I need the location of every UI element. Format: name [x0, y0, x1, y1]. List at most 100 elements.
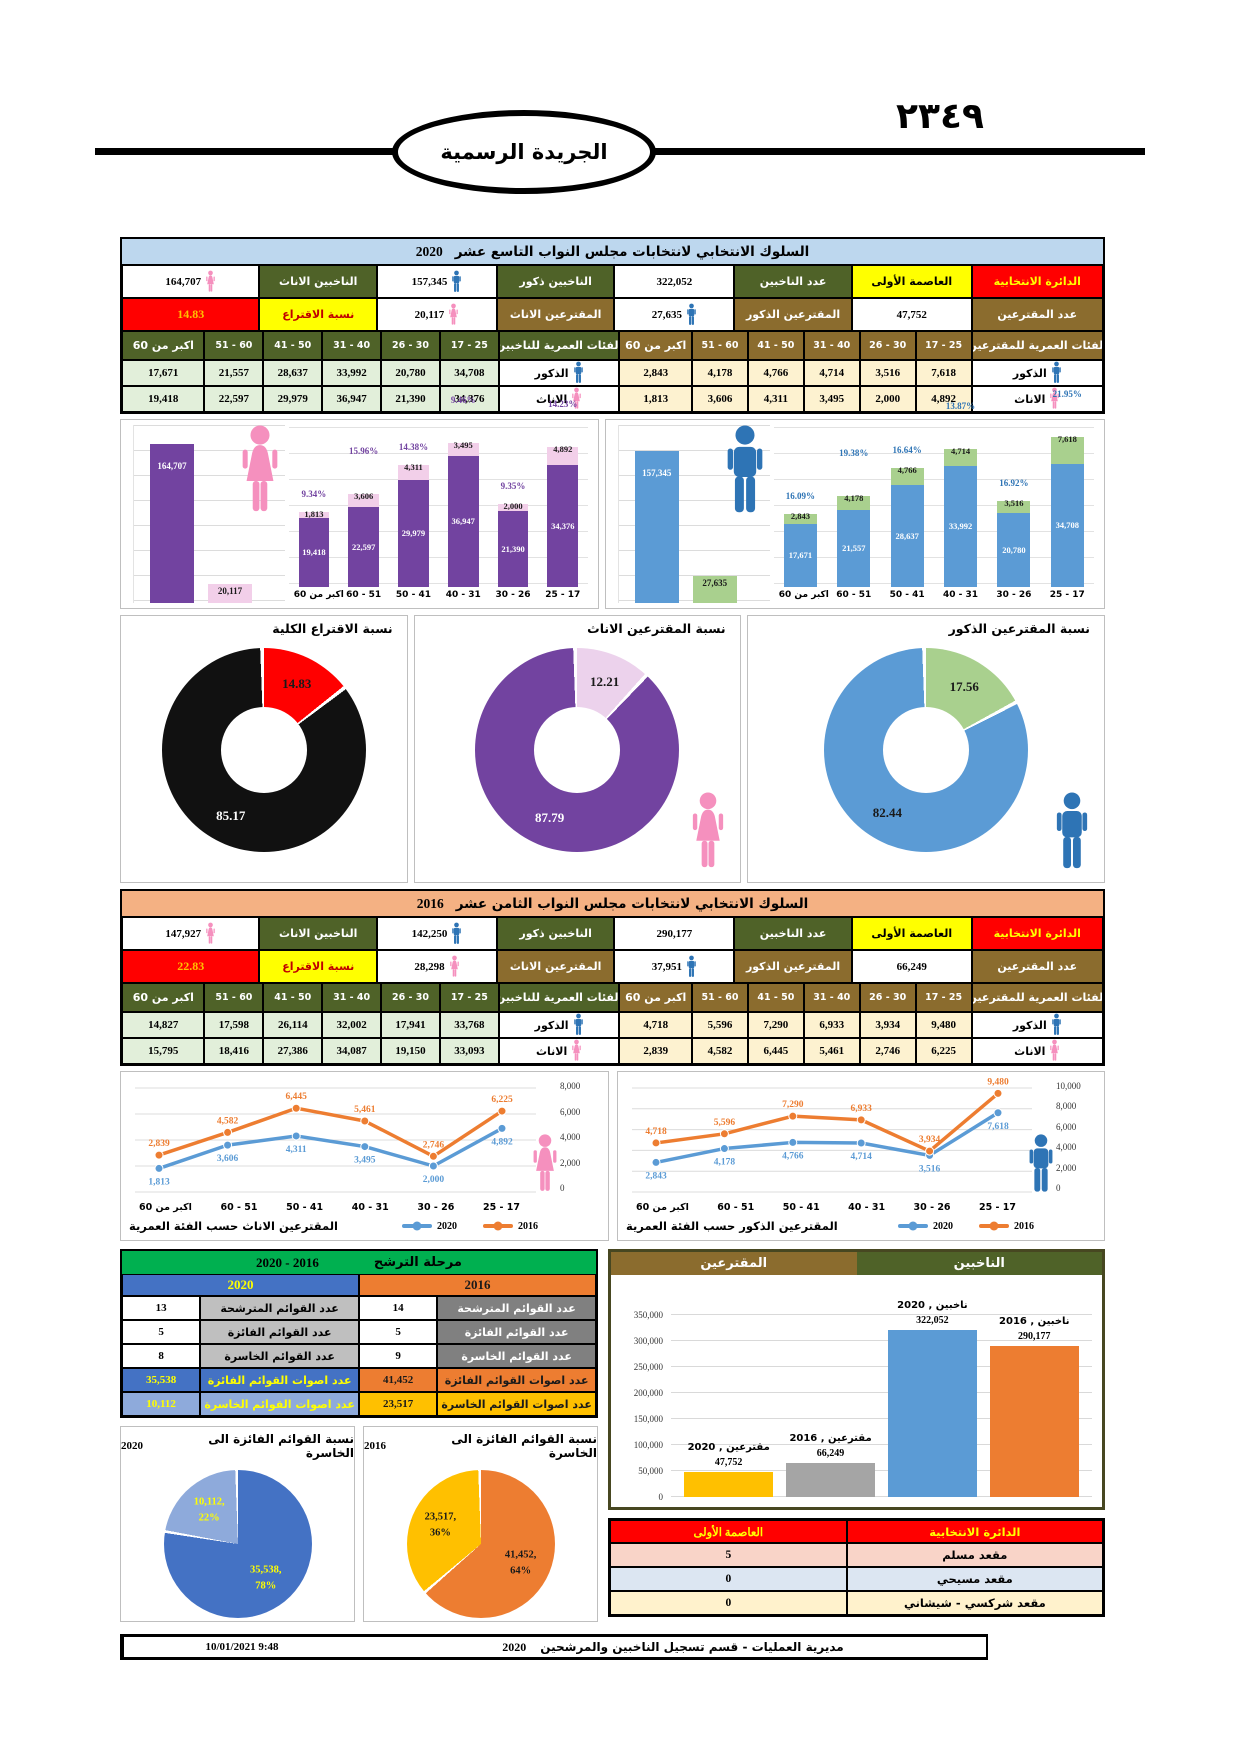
female-icon: [205, 270, 216, 294]
donut-hole: [882, 707, 969, 793]
female-turnout-donut: 12.21 87.79: [475, 648, 680, 852]
cell: 4,714: [803, 360, 860, 386]
turnout-value: 2,843: [790, 511, 810, 522]
y-axis-tick: 10,000: [1056, 1081, 1081, 1091]
age-header: 30 - 26: [859, 331, 916, 360]
y-axis-tick: 6,000: [560, 1106, 581, 1117]
turnout-value: 3,495: [453, 440, 473, 451]
line-chart-svg: 2,843 4,178 4,766 4,714 3,516 7,618 4,718 5,596…: [632, 1077, 1032, 1193]
percentage-label: 15.96%: [349, 445, 379, 456]
y-axis-tick: 0: [560, 1183, 565, 1193]
svg-text:6,225: 6,225: [491, 1095, 513, 1105]
turnout-segment: 4,714: [944, 446, 977, 467]
legend-item: 2016: [979, 1221, 1034, 1232]
seats-table: الدائرة الانتخابية العاصمة الأولى مقعد م…: [608, 1518, 1105, 1617]
stacked-bars: 9.34% 1,813 19,418 15.96% 3,606 22,597 14.38% 4…: [289, 395, 588, 587]
turnout-value: 4,714: [950, 446, 971, 457]
y-axis-tick: 0: [658, 1492, 664, 1502]
voters-value: 28,637: [895, 530, 919, 541]
masthead-oval: الجريدة الرسمية: [392, 110, 656, 194]
voters-segment: 34,708: [1050, 463, 1084, 587]
footer-year: 2020: [502, 1639, 527, 1654]
x-axis-label: 50 - 41: [782, 1202, 820, 1213]
total-bar: 27,635: [692, 576, 737, 603]
x-axis-label: 40 - 31: [942, 590, 979, 600]
rate-value: 14.83: [122, 298, 260, 331]
bar-value-label: 66,249: [816, 1447, 845, 1459]
chart-footer: المقترعين الاناث حسب الفئة العمرية 2020 …: [129, 1219, 544, 1233]
x-axis-label: 50 - 41: [889, 590, 925, 600]
bar-group: مقترعين , 2016 66,249: [786, 1315, 875, 1497]
turnout-ages-label: الفئات العمرية للمقترعين: [971, 983, 1103, 1012]
x-axis-label: 60 - 51: [717, 1202, 755, 1213]
stacked-bar-5: 21.95% 7,618 34,708: [1046, 389, 1089, 587]
svg-text:2,839: 2,839: [148, 1139, 170, 1149]
x-axis-labels: اكبر من 60 60 - 51 50 - 41 40 - 31 30 - 26 25…: [289, 587, 588, 603]
voters-turnout-chart: 0 50,000 100,000 150,000 200,000 250,000 300,0…: [615, 1283, 1096, 1502]
age-header: 30 - 26: [381, 331, 440, 360]
slice-label: 23,517, 36%: [424, 1511, 457, 1539]
cell: 17,941: [381, 1012, 440, 1038]
bar-value-label: 27,635: [702, 578, 728, 589]
district-value: العاصمة الأولى: [851, 917, 972, 950]
voters-value: 21,557: [842, 543, 866, 554]
slice-label: 12.21: [589, 673, 620, 689]
cell: 34,087: [322, 1038, 382, 1064]
percentage-label: 16.92%: [999, 477, 1029, 488]
x-axis-labels: اكبر من 60 60 - 51 50 - 41 40 - 31 30 - 26 25…: [129, 1202, 544, 1217]
turnout-segment: 3,495: [447, 440, 479, 456]
cell: 7,618: [915, 360, 972, 386]
pie-title: نسبة القوائم الفائزة الى الخاسرة: [451, 1432, 597, 1460]
bar: [888, 1329, 977, 1497]
percentage-label: 21.95%: [1052, 388, 1082, 399]
slice-label: 35,538, 78%: [250, 1564, 282, 1592]
percentage-label: 16.64%: [892, 445, 922, 456]
svg-text:6,445: 6,445: [286, 1092, 308, 1102]
column-header-2020: 2020: [122, 1274, 359, 1296]
age-header: 25 - 17: [439, 331, 499, 360]
voters-female-label: الناخبين الاناث: [259, 917, 378, 950]
female-icon: [449, 955, 460, 979]
footer-datetime: 10/01/2021 9:48: [122, 1637, 360, 1657]
total-bar: 164,707: [150, 443, 194, 603]
percentage-label: 9.35%: [500, 480, 526, 491]
y-axis-tick: 2,000: [1056, 1162, 1077, 1173]
females-row: الاناث 6,225 2,746 5,461 6,445 4,582 2,8…: [122, 1038, 1103, 1064]
y-axis-tick: 6,000: [1056, 1121, 1077, 1132]
lists-pie-2016: 41,452, 64% 23,517, 36%: [406, 1470, 555, 1618]
age-header: اكبر من 60: [122, 983, 205, 1012]
cell: 33,093: [439, 1038, 499, 1064]
turnout-label: عدد المقترعين: [971, 298, 1103, 331]
turnout-female-value: 28,298: [377, 950, 497, 983]
row-label: عدد القوائم الفائزة: [200, 1320, 359, 1344]
row-value: 9: [359, 1344, 438, 1368]
y-axis-tick: 0: [1056, 1182, 1061, 1193]
voters-female-value: 147,927: [122, 917, 260, 950]
legend: 2020 2016: [402, 1221, 538, 1232]
turnout-value: 7,618: [1057, 433, 1077, 444]
bar-name-label: مقترعين , 2020: [687, 1442, 770, 1454]
pie-2016-panel: نسبة القوائم الفائزة الى الخاسرة 2016 41,…: [363, 1426, 598, 1622]
svg-text:3,516: 3,516: [919, 1164, 941, 1174]
percentage-label: 9.46%: [450, 395, 476, 406]
row-label: عدد القوائم المترشحة: [437, 1296, 596, 1320]
x-axis-label: 30 - 26: [417, 1202, 455, 1213]
total-turnout-donut: 14.83 85.17: [161, 648, 366, 852]
turnout-segment: 3,606: [348, 492, 379, 507]
legend-swatch: [402, 1224, 432, 1228]
rate-label: نسبة الاقتراع: [259, 950, 378, 983]
row-value: 13: [122, 1296, 201, 1320]
pie-year: 2016: [364, 1440, 386, 1452]
cell: 4,311: [747, 386, 804, 412]
x-axis-label: 60 - 51: [836, 590, 872, 600]
voters-value: 17,671: [788, 550, 813, 561]
cell: 7,290: [747, 1012, 804, 1038]
row-label: عدد اصوات القوائم الفائزة: [200, 1368, 359, 1392]
age-header: 30 - 26: [381, 983, 440, 1012]
table-row: الدائرة الانتخابية العاصمة الأولى عدد ال…: [122, 917, 1103, 950]
male-line-chart-panel: 2,843 4,178 4,766 4,714 3,516 7,618 4,718 5,596…: [617, 1071, 1105, 1241]
age-header: 25 - 17: [439, 983, 499, 1012]
stacked-bar-2: 14.38% 4,311 29,979: [393, 427, 433, 587]
svg-text:5,461: 5,461: [354, 1105, 376, 1115]
female-by-age-chart: 9.34% 1,813 19,418 15.96% 3,606 22,597 14.38% 4…: [285, 395, 592, 603]
